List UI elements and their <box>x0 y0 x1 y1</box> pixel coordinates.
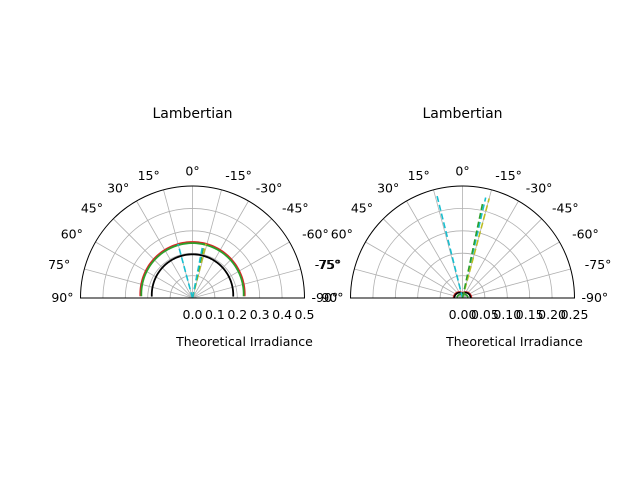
series-ray <box>177 243 194 298</box>
angular-grid-line <box>84 268 193 299</box>
angle-tick-label: -45° <box>282 201 309 216</box>
angle-tick-label: -15° <box>225 168 252 183</box>
radial-tick-label: 0.0 <box>183 307 203 322</box>
series-group <box>436 195 490 298</box>
series-ray <box>461 201 484 298</box>
angle-tick-label: 30° <box>377 180 399 195</box>
angle-tick-label: -90° <box>582 290 609 305</box>
angle-tick-label: 0° <box>455 163 469 178</box>
polar-chart-2: 0°15° -15°30° -30°45° -45°60° -60°75° -75°90°… <box>318 106 611 349</box>
radial-tick-label: 0.10 <box>493 307 521 322</box>
polar-chart-1: 0°15° -15°30° -30°45° -45°60° -60°75° -75°90°… <box>48 106 341 349</box>
series-curve <box>140 242 245 297</box>
angle-tick-label: -90° <box>312 290 339 305</box>
angle-tick-label: 15° <box>138 168 160 183</box>
series-lobe <box>453 291 472 298</box>
angle-tick-label: -30° <box>256 180 283 195</box>
angular-grid-line <box>462 268 571 299</box>
radial-tick-label: 0.4 <box>272 307 292 322</box>
angle-tick-label: -75° <box>585 257 612 272</box>
polar-frame <box>349 185 576 299</box>
angle-tick-label: 45° <box>351 201 373 216</box>
angle-tick-label: 90° <box>321 290 343 305</box>
chart-title: Lambertian <box>152 106 232 122</box>
angular-grid-line <box>406 200 463 299</box>
angle-tick-label: 60° <box>61 227 83 242</box>
angle-tick-label: 45° <box>81 201 103 216</box>
angular-grid-line <box>354 268 463 299</box>
angle-tick-label: 75° <box>48 257 70 272</box>
angular-grid-line <box>192 241 290 299</box>
angular-grid-line <box>192 218 272 299</box>
series-curve <box>139 241 246 297</box>
angle-tick-label: -75° <box>315 257 342 272</box>
radial-tick-label: 0.00 <box>449 307 477 322</box>
angle-tick-label: -60° <box>302 227 329 242</box>
radial-tick-label: 0.2 <box>227 307 247 322</box>
angle-tick-label: -45° <box>552 201 579 216</box>
series-ray <box>461 198 490 298</box>
series-curve <box>150 253 235 297</box>
radial-tick-label: 0.05 <box>471 307 499 322</box>
angular-grid-line <box>433 189 463 299</box>
angle-tick-label: -60° <box>572 227 599 242</box>
angle-tick-label: 75° <box>318 257 340 272</box>
angular-grid-line <box>462 200 519 299</box>
x-axis-label: Theoretical Irradiance <box>445 334 583 349</box>
angle-tick-label: 0° <box>185 163 199 178</box>
angle-tick-label: 30° <box>107 180 129 195</box>
angular-grid-line <box>462 218 542 299</box>
chart-title: Lambertian <box>422 106 502 122</box>
angular-grid-line <box>95 241 193 299</box>
angular-grid-line <box>192 268 301 299</box>
angle-tick-label: 60° <box>331 227 353 242</box>
x-axis-label: Theoretical Irradiance <box>175 334 313 349</box>
series-ray <box>461 197 487 298</box>
series-group <box>139 241 246 298</box>
angle-tick-label: -30° <box>526 180 553 195</box>
angular-grid-line <box>383 218 463 299</box>
polar-frame <box>79 185 306 299</box>
radial-tick-label: 0.20 <box>538 307 566 322</box>
angle-tick-label: -15° <box>495 168 522 183</box>
radial-tick-label: 0.3 <box>250 307 270 322</box>
radial-tick-label: 0.1 <box>205 307 225 322</box>
angular-grid-line <box>113 218 193 299</box>
angular-grid-line <box>365 241 463 299</box>
radial-tick-label: 0.25 <box>561 307 589 322</box>
angle-tick-label: 90° <box>51 290 73 305</box>
angular-grid-line <box>462 241 560 299</box>
radial-tick-label: 0.15 <box>516 307 544 322</box>
radial-tick-label: 0.5 <box>295 307 315 322</box>
angle-tick-label: 15° <box>408 168 430 183</box>
